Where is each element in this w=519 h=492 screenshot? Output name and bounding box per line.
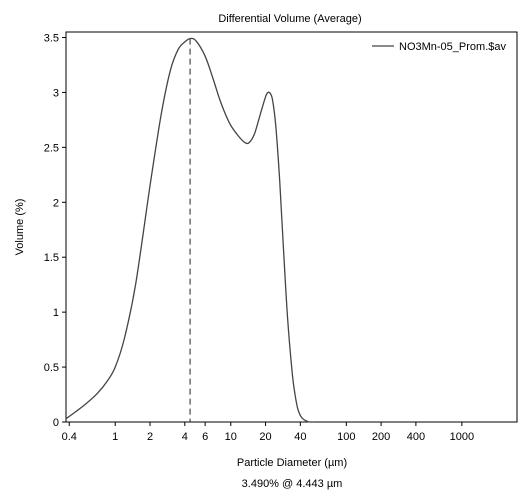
x-tick-label: 100 <box>337 431 355 443</box>
x-tick-label: 2 <box>147 431 153 443</box>
x-tick-label: 10 <box>225 431 237 443</box>
x-tick-label: 6 <box>202 431 208 443</box>
x-axis-ticks: 0.4 1 2 4 6 10 20 40 100 200 400 1000 <box>62 422 474 443</box>
y-tick-label: 1 <box>53 307 59 319</box>
series-line-no3mn-05 <box>65 37 314 423</box>
x-tick-label: 0.4 <box>62 431 77 443</box>
y-tick-label: 2 <box>53 197 59 209</box>
y-tick-label: 0 <box>53 417 59 429</box>
y-axis-ticks: 0 0.5 1 1.5 2 2.5 3 3.5 <box>44 32 66 429</box>
y-tick-label: 0.5 <box>44 362 59 374</box>
chart-title: Differential Volume (Average) <box>218 13 361 25</box>
x-tick-label: 1000 <box>450 431 474 443</box>
x-tick-label: 20 <box>259 431 271 443</box>
peak-annotation-label: 3.490% @ 4.443 µm <box>242 478 343 490</box>
y-axis-title: Volume (%) <box>14 199 26 256</box>
legend: NO3Mn-05_Prom.$av <box>372 41 506 53</box>
y-tick-label: 3 <box>53 87 59 99</box>
legend-label: NO3Mn-05_Prom.$av <box>399 41 506 53</box>
x-tick-label: 4 <box>182 431 188 443</box>
y-tick-label: 2.5 <box>44 142 59 154</box>
x-tick-label: 400 <box>407 431 425 443</box>
y-tick-label: 1.5 <box>44 252 59 264</box>
x-axis-title: Particle Diameter (µm) <box>237 457 347 469</box>
x-tick-label: 40 <box>294 431 306 443</box>
x-tick-label: 200 <box>372 431 390 443</box>
plot-frame <box>65 31 518 423</box>
x-tick-label: 1 <box>112 431 118 443</box>
y-tick-label: 3.5 <box>44 32 59 44</box>
